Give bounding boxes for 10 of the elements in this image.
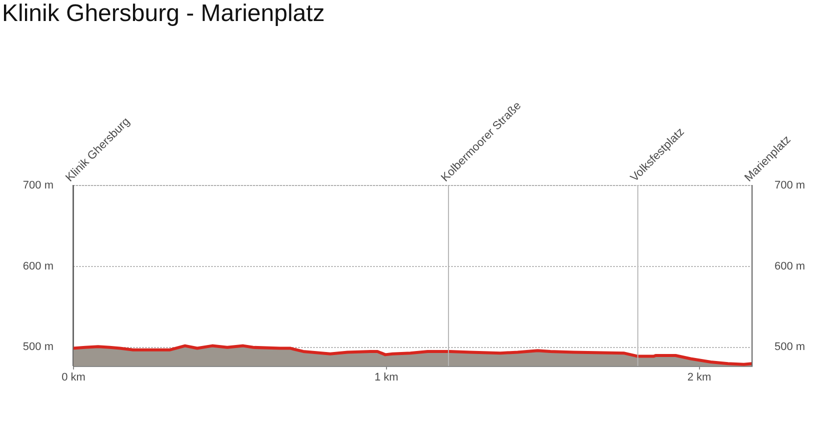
chart-title: Klinik Ghersburg - Marienplatz [2,0,325,27]
y2-tick-label: 500 m [774,341,806,354]
y-tick-label: 700 m [22,180,54,192]
y2-tick-label: 600 m [774,260,806,272]
y-tick-label: 500 m [22,341,54,354]
x-tick-label: 0 km [62,372,86,384]
x-tick-label: 2 km [687,372,712,384]
x-tick-label: 1 km [374,372,398,384]
y-tick-label: 600 m [22,260,54,272]
y2-tick-label: 700 m [774,180,806,192]
